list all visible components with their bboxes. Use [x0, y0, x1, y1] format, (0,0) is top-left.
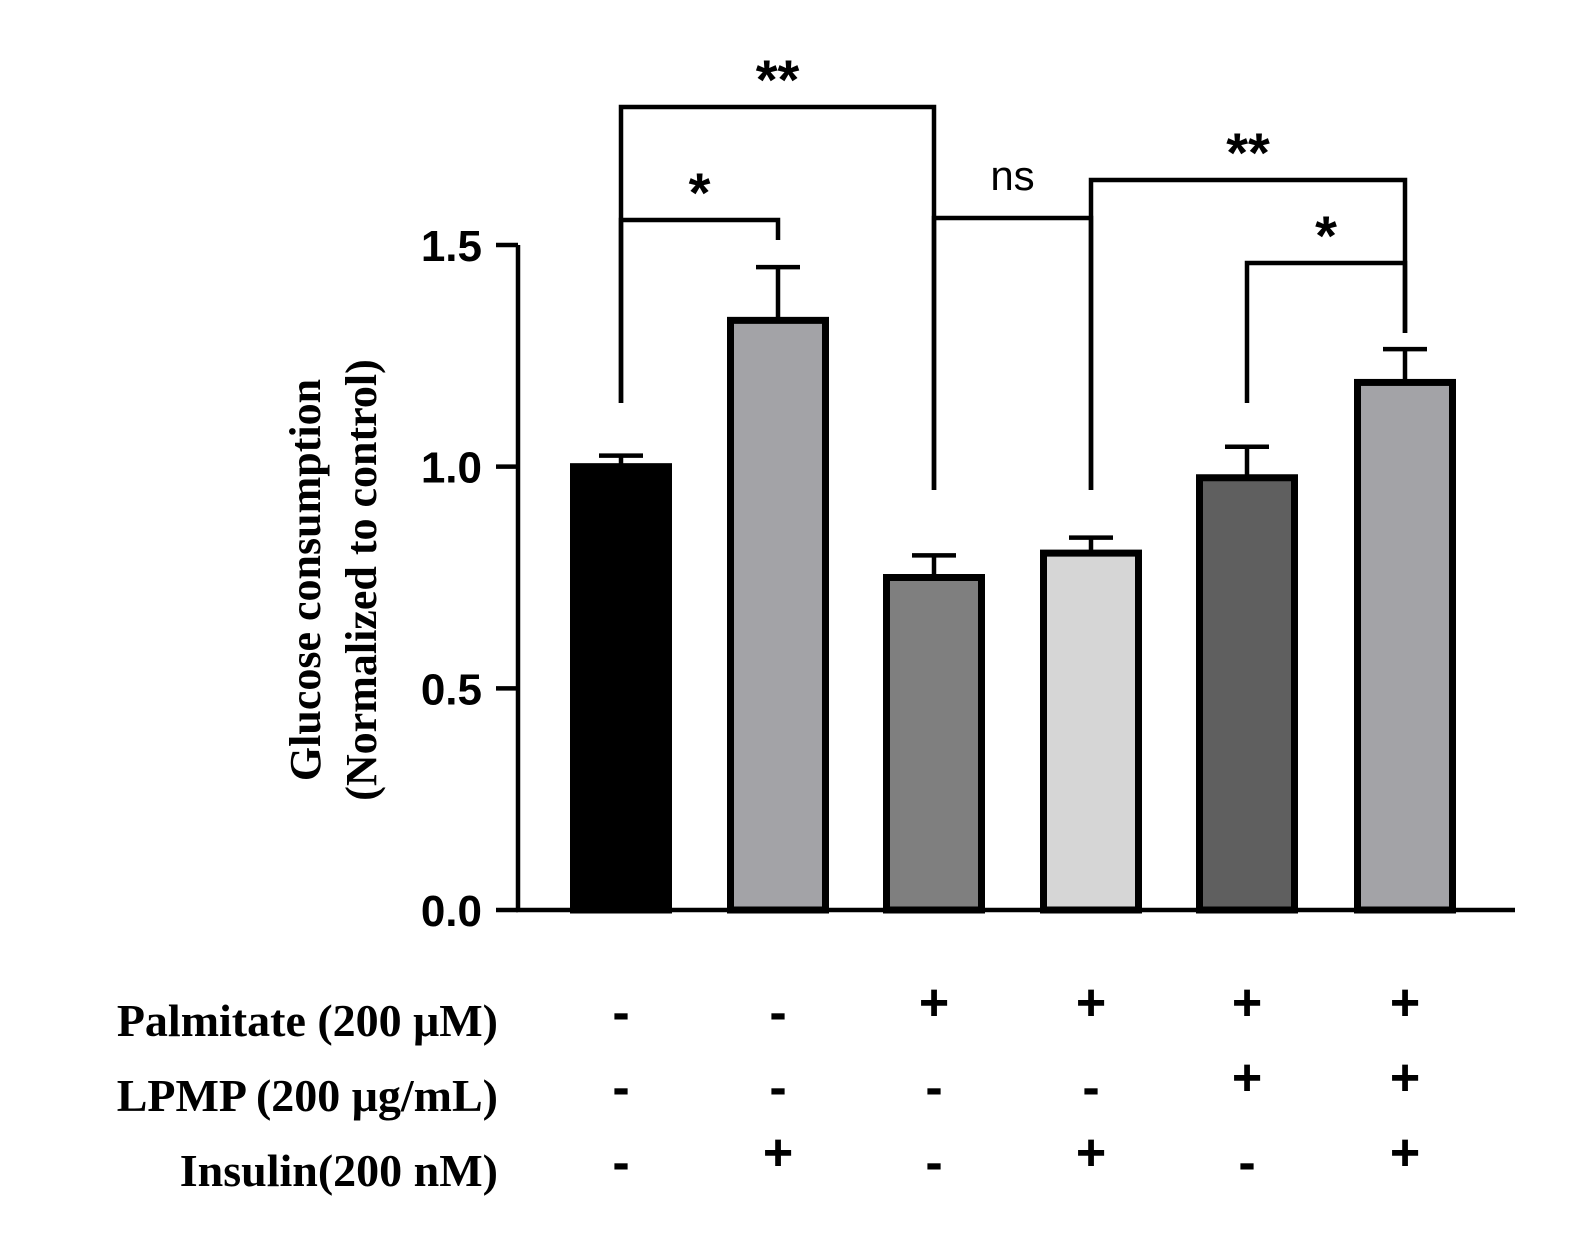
condition-row: Palmitate (200 μM) - - + + + + [117, 974, 1420, 1046]
bracket-line [1244, 260, 1408, 403]
condition-sign: + [919, 974, 949, 1032]
bar [1354, 378, 1456, 914]
bar [570, 463, 672, 914]
bar-group [1354, 346, 1456, 914]
bracket-line [931, 215, 1094, 490]
condition-sign: + [763, 1124, 793, 1182]
condition-label: Palmitate (200 μM) [117, 995, 498, 1046]
bar-group [1196, 444, 1298, 914]
condition-sign: + [1076, 974, 1106, 1032]
condition-sign: - [1082, 1059, 1099, 1117]
condition-sign: + [1232, 1049, 1262, 1107]
y-axis-title-line: (Normalized to control) [337, 359, 386, 801]
significance-label: ** [1226, 121, 1270, 184]
condition-sign: - [612, 1059, 629, 1117]
condition-sign: - [925, 1059, 942, 1117]
bar-group [1040, 535, 1142, 914]
bar-group [883, 553, 985, 914]
significance-label: ** [756, 48, 800, 111]
significance-bracket: * [618, 161, 781, 403]
significance-bracket: ** [1088, 121, 1408, 490]
condition-sign: + [1232, 974, 1262, 1032]
condition-sign: - [769, 1059, 786, 1117]
condition-sign: - [769, 984, 786, 1042]
condition-sign: - [1238, 1134, 1255, 1192]
significance-label: * [689, 161, 711, 224]
y-tick-label: 1.0 [421, 444, 482, 493]
significance-brackets: *** ns *** [618, 48, 1408, 490]
bracket-line [1088, 177, 1408, 490]
y-axis-title-line: Glucose consumption [281, 379, 330, 781]
bar [883, 574, 985, 914]
significance-bracket: ns [931, 152, 1094, 490]
significance-bracket: * [1244, 204, 1408, 403]
condition-label: LPMP (200 μg/mL) [117, 1070, 498, 1121]
y-tick-label: 1.5 [421, 222, 482, 271]
bar [1196, 474, 1298, 914]
condition-sign: - [925, 1134, 942, 1192]
bar [1040, 549, 1142, 914]
bracket-line [618, 217, 781, 403]
condition-sign: - [612, 1134, 629, 1192]
condition-sign: + [1076, 1124, 1106, 1182]
y-tick-label: 0.5 [421, 665, 482, 714]
condition-sign: + [1390, 1124, 1420, 1182]
condition-sign: + [1390, 1049, 1420, 1107]
bars [570, 264, 1456, 914]
y-axis-title: Glucose consumption (Normalized to contro… [281, 359, 386, 801]
condition-sign: + [1390, 974, 1420, 1032]
condition-sign: - [612, 984, 629, 1042]
condition-row: Insulin(200 nM) - + - + - + [180, 1124, 1420, 1196]
bar-group [727, 264, 829, 914]
significance-label: * [1315, 204, 1337, 267]
bar-group [570, 453, 672, 914]
condition-table: Palmitate (200 μM) - - + + + +LPMP (200 μg/mL)… [117, 974, 1420, 1196]
condition-row: LPMP (200 μg/mL) - - - - + + [117, 1049, 1420, 1121]
y-axis: 0.0 0.5 1.0 1.5 [421, 222, 1515, 936]
y-tick-label: 0.0 [421, 887, 482, 936]
significance-label: ns [990, 152, 1034, 199]
bar [727, 316, 829, 914]
condition-label: Insulin(200 nM) [180, 1145, 498, 1196]
